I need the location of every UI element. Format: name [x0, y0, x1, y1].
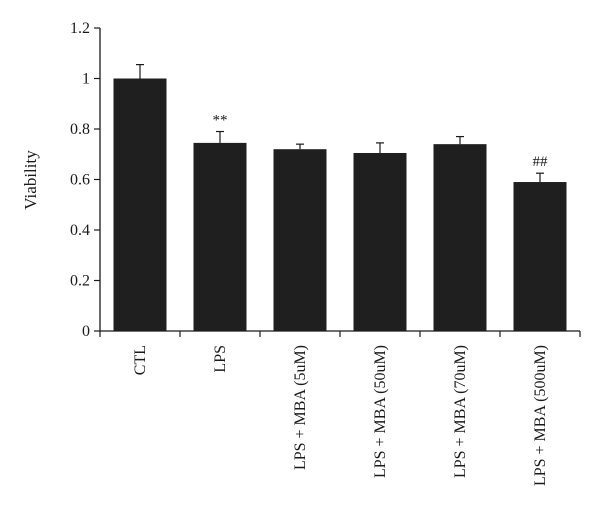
y-tick-label: 0.2	[70, 273, 90, 290]
significance-annotation: ##	[533, 154, 549, 170]
x-tick-label: CTL	[132, 345, 149, 375]
x-tick-label: LPS + MBA (50uM)	[372, 345, 389, 478]
y-tick-label: 0	[82, 323, 90, 340]
significance-annotation: **	[213, 113, 228, 129]
x-tick-label: LPS + MBA (70uM)	[452, 345, 469, 478]
y-axis-label: Viability	[21, 150, 40, 210]
y-tick-label: 1.2	[70, 20, 90, 37]
bar	[513, 182, 567, 331]
y-tick-label: 0.8	[70, 121, 90, 138]
bar	[433, 144, 487, 331]
y-tick-label: 0.4	[70, 222, 90, 239]
bars-group: ** ##	[113, 64, 567, 331]
y-axis: 0 0.2 0.4 0.6 0.8 1 1.2	[70, 20, 101, 340]
x-tick-label: LPS + MBA (5uM)	[292, 345, 309, 470]
bar	[273, 149, 327, 331]
bar	[113, 78, 167, 331]
x-axis: CTL LPS LPS + MBA (5uM) LPS + MBA (50uM) LPS…	[99, 330, 581, 486]
x-tick-label: LPS + MBA (500uM)	[532, 345, 549, 486]
y-tick-label: 0.6	[70, 172, 90, 189]
bar	[353, 152, 407, 331]
y-tick-label: 1	[82, 71, 90, 88]
bar	[193, 142, 247, 331]
x-tick-label: LPS	[212, 345, 229, 373]
